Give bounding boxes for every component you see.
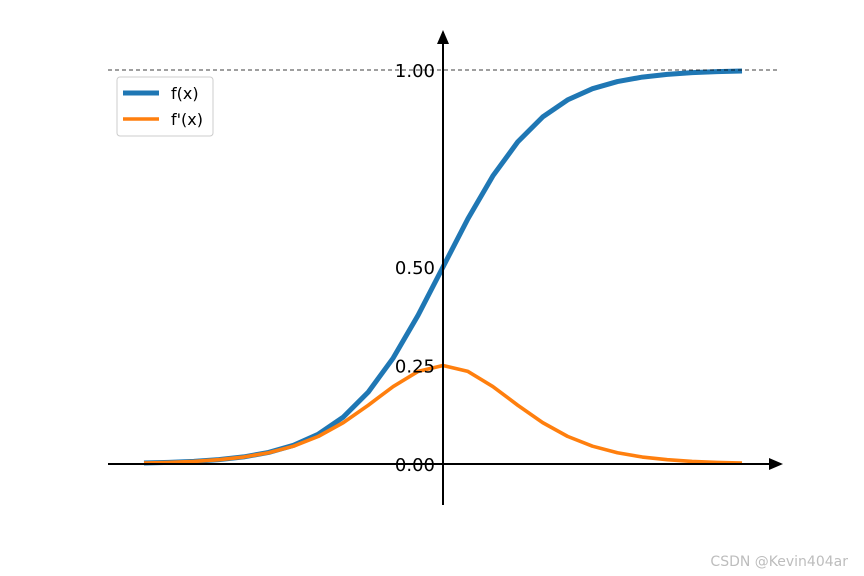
y-tick-label: 0.25 [395,357,435,378]
axes-layer [108,30,783,505]
y-tick-label: 0.00 [395,455,435,476]
legend-label-2: f'(x) [171,110,203,129]
y-tick-label: 1.00 [395,61,435,82]
legend-label-1: f(x) [171,84,199,103]
y-tick-label: 0.50 [395,258,435,279]
legend: f(x) f'(x) [116,76,214,137]
tick-labels-layer: 0.00 0.25 0.50 1.00 [395,61,435,476]
watermark: CSDN @Kevin404ar [710,554,848,570]
